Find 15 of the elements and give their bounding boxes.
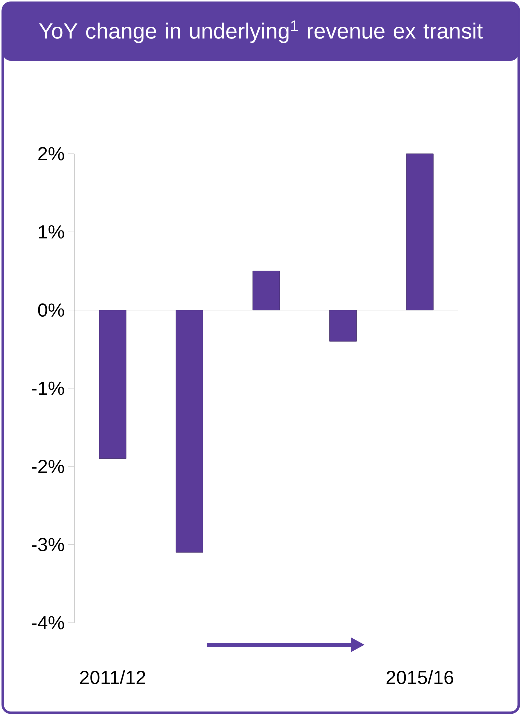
bar	[252, 271, 280, 311]
bar	[330, 310, 357, 342]
bar	[99, 310, 127, 460]
y-tick-label: -2%	[32, 460, 64, 474]
bar	[406, 154, 434, 311]
y-tick-label: 0%	[38, 304, 64, 318]
bar	[176, 310, 204, 553]
x-tick-label: 2011/12	[80, 670, 146, 684]
chart-title: YoY change in underlying$^{1}$ revenue ex transit	[39, 20, 484, 44]
y-tick-label: 2%	[38, 147, 64, 161]
x-tick-label: 2015/16	[386, 670, 454, 684]
y-tick-label: -3%	[32, 538, 64, 552]
y-tick-label: -4%	[32, 616, 64, 630]
y-tick-label: -1%	[32, 382, 64, 396]
y-tick-label: 1%	[39, 226, 64, 239]
